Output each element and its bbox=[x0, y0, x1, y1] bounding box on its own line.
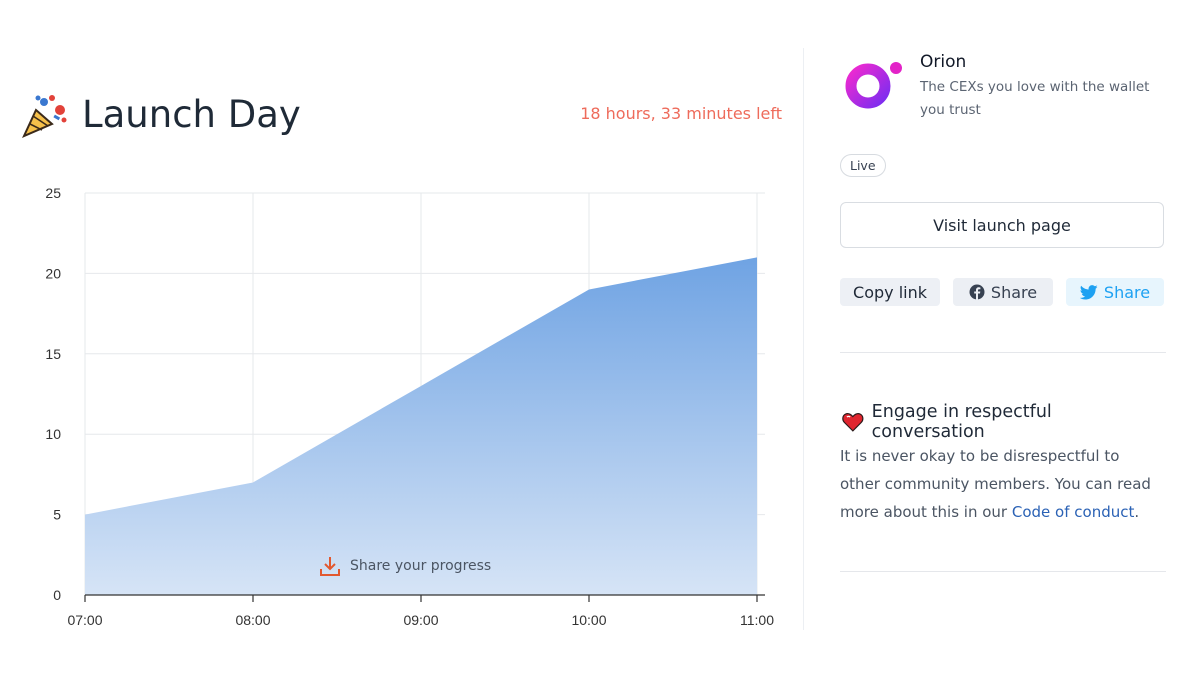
visit-launch-page-button[interactable]: Visit launch page bbox=[840, 202, 1164, 248]
launch-chart: 0 5 10 15 20 25 07:00 08:00 09:00 10:00 11:00 bbox=[0, 170, 800, 640]
twitter-share-label: Share bbox=[1103, 282, 1151, 302]
twitter-icon bbox=[1079, 284, 1098, 299]
copy-link-button[interactable]: Copy link bbox=[840, 278, 940, 306]
share-progress-label: Share your progress bbox=[350, 558, 492, 574]
launch-panel: Launch Day 18 hours, 33 minutes left 0 5 1… bbox=[0, 92, 800, 640]
conduct-suffix: . bbox=[1134, 503, 1140, 521]
chart-svg: 0 5 10 15 20 25 07:00 08:00 09:00 10:00 11:00 bbox=[45, 185, 774, 628]
share-progress-button[interactable]: Share your progress bbox=[318, 554, 491, 578]
y-tick-label: 5 bbox=[53, 507, 61, 523]
x-tick-label: 09:00 bbox=[403, 612, 438, 628]
x-tick-label: 07:00 bbox=[67, 612, 102, 628]
y-tick-label: 15 bbox=[45, 346, 61, 362]
code-of-conduct-link[interactable]: Code of conduct bbox=[1011, 503, 1135, 521]
copy-link-label: Copy link bbox=[853, 282, 927, 302]
conduct-title: Engage in respectful conversation bbox=[871, 402, 1052, 442]
x-tick-label: 10:00 bbox=[571, 612, 606, 628]
time-remaining: 18 hours, 33 minutes left bbox=[580, 104, 782, 123]
project-name: Orion bbox=[920, 52, 967, 72]
y-tick-label: 25 bbox=[45, 185, 61, 201]
twitter-share-button[interactable]: Share bbox=[1066, 278, 1164, 306]
facebook-icon bbox=[969, 284, 985, 300]
share-row: Copy link Share Share bbox=[840, 278, 1166, 306]
party-popper-icon bbox=[22, 95, 67, 138]
download-icon bbox=[320, 557, 340, 576]
x-tick-label: 08:00 bbox=[235, 612, 270, 628]
x-tick-label: 11:00 bbox=[740, 612, 774, 628]
y-tick-label: 0 bbox=[53, 587, 61, 603]
divider bbox=[840, 571, 1166, 572]
panel-divider bbox=[803, 48, 804, 630]
project-description: The CEXs you love with the wallet you tr… bbox=[920, 79, 1150, 118]
title-row: Launch Day 18 hours, 33 minutes left bbox=[22, 92, 782, 142]
y-tick-label: 10 bbox=[45, 426, 61, 442]
divider bbox=[840, 352, 1166, 353]
heart-icon bbox=[842, 413, 864, 432]
facebook-share-button[interactable]: Share bbox=[953, 278, 1053, 306]
y-tick-label: 20 bbox=[45, 265, 61, 281]
facebook-share-label: Share bbox=[990, 282, 1038, 302]
conduct-text: It is never okay to be disrespectful to … bbox=[840, 442, 1160, 526]
conduct-heading-row: Engage in respectful conversation bbox=[842, 402, 1166, 442]
conduct-body: It is never okay to be disrespectful to … bbox=[840, 447, 1151, 521]
page-title: Launch Day bbox=[82, 93, 301, 136]
orion-logo bbox=[845, 62, 902, 109]
status-badge: Live bbox=[840, 154, 886, 177]
project-sidebar: Orion The CEXs you love with the wallet … bbox=[840, 0, 1166, 675]
series-area bbox=[85, 257, 757, 595]
